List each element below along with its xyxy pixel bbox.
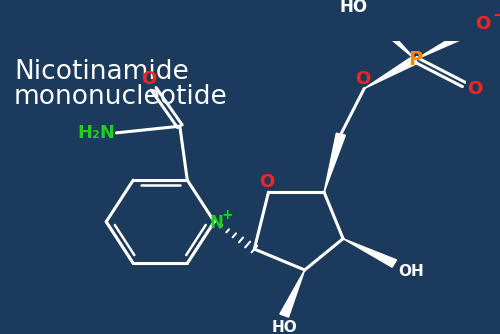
Text: OH: OH <box>398 264 424 279</box>
Text: HO: HO <box>340 0 368 16</box>
Polygon shape <box>416 27 474 59</box>
Text: O: O <box>354 70 370 88</box>
Text: O: O <box>259 173 274 191</box>
Text: O: O <box>142 70 156 88</box>
Polygon shape <box>324 133 345 192</box>
Text: H₂N: H₂N <box>77 124 115 142</box>
Text: P: P <box>408 50 422 69</box>
Text: HO: HO <box>272 320 297 334</box>
Polygon shape <box>364 56 418 89</box>
Text: mononucleotide: mononucleotide <box>14 84 228 110</box>
Text: N: N <box>209 214 223 232</box>
Text: −: − <box>493 8 500 23</box>
Text: Nicotinamide: Nicotinamide <box>14 59 188 85</box>
Text: O: O <box>468 79 482 98</box>
Polygon shape <box>367 14 416 59</box>
Text: O: O <box>475 15 490 33</box>
Polygon shape <box>280 270 304 317</box>
Polygon shape <box>343 239 396 267</box>
Text: +: + <box>222 208 233 222</box>
